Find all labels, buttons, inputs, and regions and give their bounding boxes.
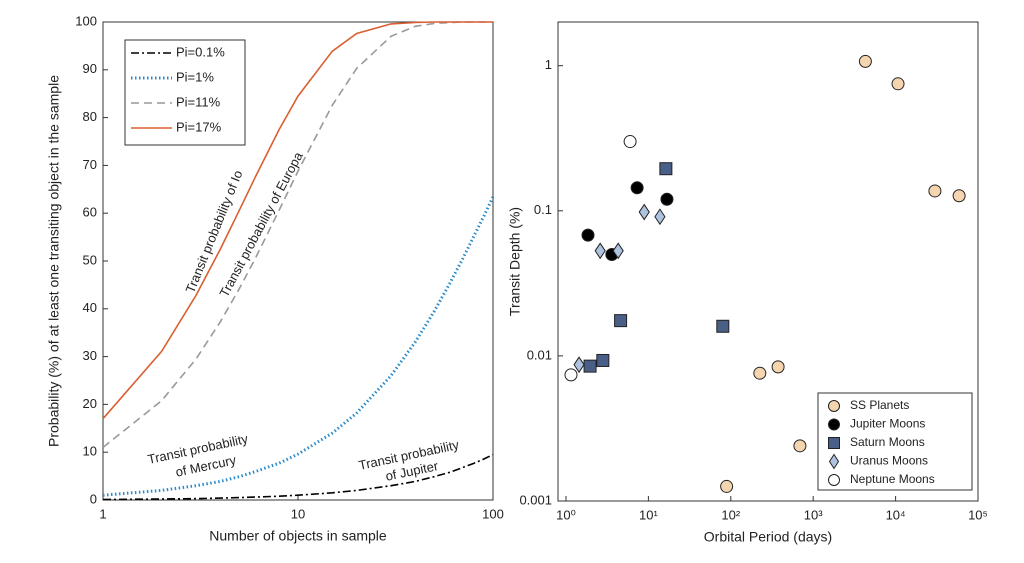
marker-circle: [928, 184, 942, 198]
marker-circle: [720, 479, 734, 493]
marker-circle: [771, 360, 785, 374]
plot-frame: [557, 21, 979, 502]
marker-circle: [828, 400, 840, 412]
marker-circle: [581, 228, 595, 242]
y-tick-label: 90: [83, 61, 97, 76]
marker-square: [716, 319, 730, 333]
marker-circle: [858, 54, 872, 68]
y-tick-label: 1: [545, 57, 552, 72]
marker-diamond: [828, 453, 840, 470]
legend-label: Pi=1%: [176, 69, 214, 84]
legend-label: Pi=0.1%: [176, 44, 225, 59]
x-tick-label: 10⁴: [886, 507, 906, 522]
y-tick-label: 80: [83, 109, 97, 124]
y-tick-label: 0.1: [534, 202, 552, 217]
legend-box: [817, 392, 973, 491]
marker-circle: [793, 439, 807, 453]
marker-circle: [891, 77, 905, 91]
marker-circle: [623, 135, 637, 149]
line-series: [102, 196, 495, 497]
marker-square: [659, 162, 673, 176]
x-axis-label: Number of objects in sample: [209, 528, 387, 544]
x-tick-label: 1: [99, 506, 106, 521]
legend-label: Neptune Moons: [850, 472, 935, 486]
marker-diamond: [654, 208, 666, 226]
legend-label: Pi=17%: [176, 119, 222, 134]
y-tick-label: 50: [83, 252, 97, 267]
marker-square: [583, 359, 597, 373]
legend-label: Pi=11%: [176, 94, 221, 109]
y-tick-label: 30: [83, 348, 97, 363]
legend-label: Jupiter Moons: [850, 417, 925, 431]
y-tick-label: 10: [83, 444, 97, 459]
marker-square: [828, 437, 840, 449]
y-axis-label: Transit Depth (%): [507, 207, 523, 316]
marker-circle: [828, 474, 840, 486]
marker-square: [614, 314, 628, 328]
marker-circle: [660, 192, 674, 206]
y-axis-label: Probability (%) of at least one transiti…: [46, 75, 62, 447]
legend-label: Uranus Moons: [850, 454, 928, 468]
y-tick-label: 0.001: [519, 492, 552, 507]
x-tick-label: 10³: [804, 507, 823, 522]
x-tick-label: 10: [291, 506, 305, 521]
marker-circle: [753, 366, 767, 380]
marker-diamond: [594, 242, 606, 260]
x-tick-label: 10⁰: [556, 507, 576, 522]
legend-label: SS Planets: [850, 398, 909, 412]
x-tick-label: 10¹: [639, 507, 658, 522]
marker-square: [596, 353, 610, 367]
y-tick-label: 40: [83, 300, 97, 315]
marker-circle: [828, 418, 840, 431]
line-series: [102, 453, 494, 501]
marker-diamond: [612, 242, 624, 260]
x-tick-label: 10²: [721, 507, 740, 522]
legend-label: Saturn Moons: [850, 435, 925, 449]
marker-circle: [952, 189, 966, 203]
y-tick-label: 0: [90, 491, 97, 506]
y-tick-label: 70: [83, 157, 97, 172]
marker-circle: [564, 368, 578, 382]
x-tick-label: 100: [482, 506, 504, 521]
y-tick-label: 20: [83, 396, 97, 411]
y-tick-label: 0.01: [527, 347, 552, 362]
x-axis-label: Orbital Period (days): [704, 529, 832, 545]
marker-circle: [630, 181, 644, 195]
marker-diamond: [573, 356, 585, 374]
y-tick-label: 100: [75, 13, 97, 28]
y-tick-label: 60: [83, 205, 97, 220]
x-tick-label: 10⁵: [968, 507, 988, 522]
line-series: [102, 21, 493, 420]
marker-diamond: [638, 203, 650, 221]
